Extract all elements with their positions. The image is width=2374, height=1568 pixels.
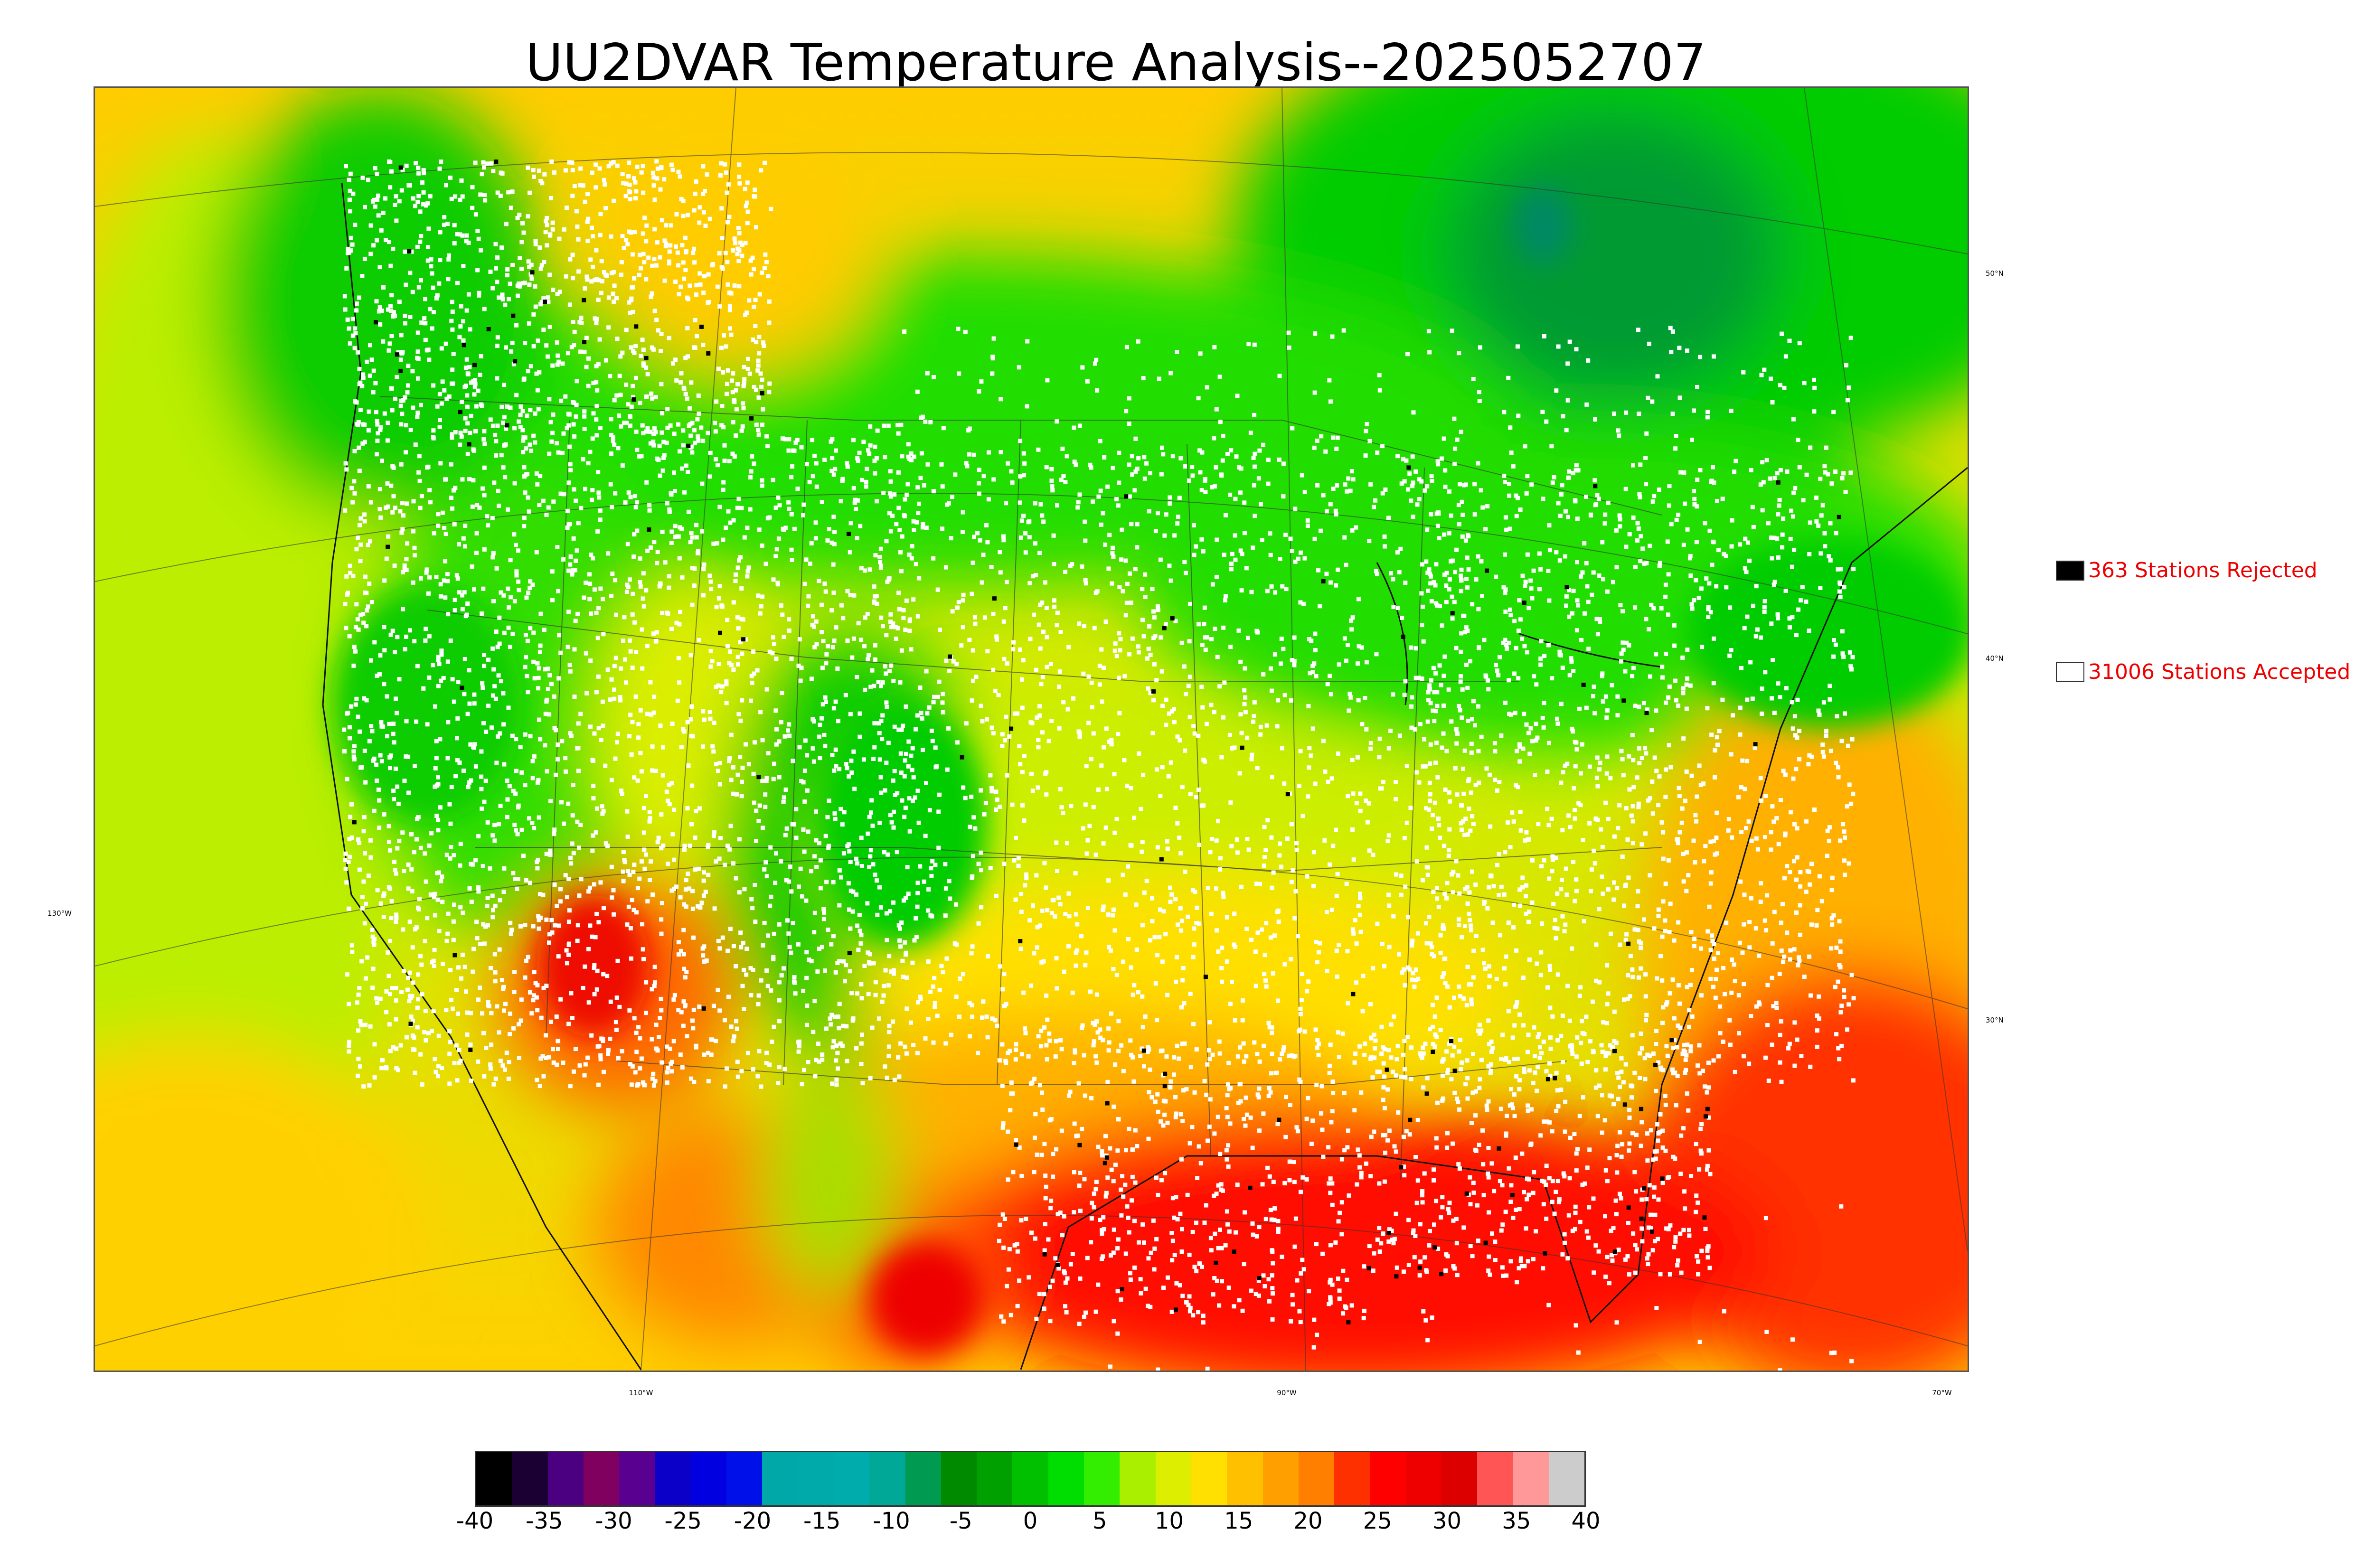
map-canvas (95, 88, 1968, 1371)
temperature-map[interactable] (94, 86, 1969, 1372)
map-title: UU2DVAR Temperature Analysis--2025052707 (0, 33, 2232, 93)
legend-accepted: 31006 Stations Accepted (2056, 660, 2350, 684)
lon-label-90w: 90°W (1277, 1389, 1296, 1397)
lat-label-50n: 50°N (1986, 269, 2004, 278)
colorbar-segment (1406, 1452, 1441, 1505)
colorbar-segment (655, 1452, 690, 1505)
colorbar-segment (1549, 1452, 1584, 1505)
colorbar-segment (1084, 1452, 1120, 1505)
colorbar-tick-label: 35 (1502, 1508, 1531, 1534)
colorbar-segment (941, 1452, 977, 1505)
legend-rejected-label: 363 Stations Rejected (2088, 558, 2317, 582)
lon-label-130w: 130°W (47, 909, 72, 918)
colorbar-tick-label: 40 (1571, 1508, 1600, 1534)
colorbar-segment (1513, 1452, 1549, 1505)
colorbar-segment (1048, 1452, 1084, 1505)
colorbar-segment (869, 1452, 905, 1505)
legend-accepted-label: 31006 Stations Accepted (2088, 660, 2350, 684)
colorbar-tick-label: 10 (1155, 1508, 1184, 1534)
colorbar-segment (1227, 1452, 1262, 1505)
temperature-colorbar (475, 1451, 1586, 1507)
colorbar-tick-label: -30 (595, 1508, 632, 1534)
colorbar-tick-label: -5 (950, 1508, 972, 1534)
colorbar-segment (798, 1452, 834, 1505)
rejected-swatch-icon (2056, 561, 2084, 581)
colorbar-segment (1012, 1452, 1048, 1505)
lon-label-70w: 70°W (1932, 1389, 1951, 1397)
colorbar-segment (512, 1452, 547, 1505)
colorbar-tick-label: -15 (803, 1508, 840, 1534)
colorbar-tick-label: -40 (456, 1508, 493, 1534)
colorbar-segment (1191, 1452, 1227, 1505)
accepted-swatch-icon (2056, 662, 2084, 682)
colorbar-tick-label: 20 (1293, 1508, 1322, 1534)
legend-rejected: 363 Stations Rejected (2056, 558, 2317, 582)
colorbar-segment (834, 1452, 869, 1505)
colorbar-tick-label: 0 (1023, 1508, 1038, 1534)
colorbar-segment (1334, 1452, 1370, 1505)
colorbar-tick-label: 5 (1093, 1508, 1107, 1534)
lon-label-110w: 110°W (629, 1389, 653, 1397)
colorbar-segment (548, 1452, 584, 1505)
temperature-field (95, 88, 1968, 1371)
colorbar-segment (762, 1452, 798, 1505)
colorbar-segment (905, 1452, 941, 1505)
colorbar-segment (1156, 1452, 1191, 1505)
colorbar-tick-label: -20 (734, 1508, 771, 1534)
colorbar-segment (1120, 1452, 1155, 1505)
colorbar-segment (476, 1452, 512, 1505)
colorbar-segment (726, 1452, 762, 1505)
colorbar-tick-label: 30 (1432, 1508, 1461, 1534)
colorbar-segment (619, 1452, 655, 1505)
colorbar-segment (584, 1452, 619, 1505)
colorbar-segment (977, 1452, 1012, 1505)
lat-label-30n: 30°N (1986, 1016, 2004, 1024)
colorbar-segment (1477, 1452, 1513, 1505)
colorbar-segment (1299, 1452, 1334, 1505)
colorbar-segment (1263, 1452, 1299, 1505)
colorbar-segment (1370, 1452, 1405, 1505)
lat-label-40n: 40°N (1986, 654, 2004, 663)
colorbar-tick-label: 15 (1224, 1508, 1253, 1534)
colorbar-segment (691, 1452, 726, 1505)
colorbar-segment (1441, 1452, 1477, 1505)
colorbar-tick-label: 25 (1363, 1508, 1392, 1534)
colorbar-tick-label: -35 (526, 1508, 563, 1534)
colorbar-tick-label: -25 (665, 1508, 702, 1534)
colorbar-tick-label: -10 (873, 1508, 910, 1534)
